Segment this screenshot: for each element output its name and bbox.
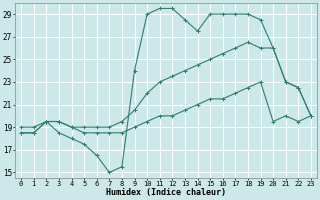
X-axis label: Humidex (Indice chaleur): Humidex (Indice chaleur) (106, 188, 226, 197)
